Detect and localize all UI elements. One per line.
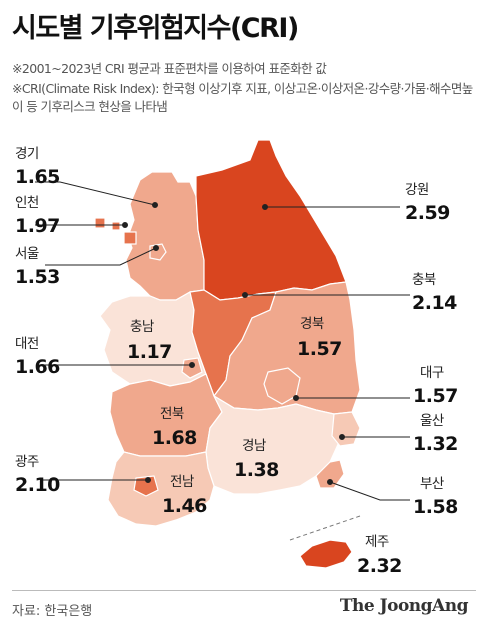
- label-daegu-name: 대구: [420, 365, 444, 381]
- label-daejeon-name: 대전: [15, 336, 39, 352]
- label-chungbuk: 충북 2.14: [412, 272, 458, 314]
- region-gwangju: [133, 475, 159, 497]
- label-gyeongbuk: 경북 1.57: [297, 316, 342, 360]
- footer-divider: [12, 590, 476, 591]
- label-daejeon: 대전 1.66: [15, 336, 61, 378]
- label-busan: 부산 1.58: [413, 476, 459, 518]
- label-gyeongnam: 경남 1.38: [234, 438, 280, 481]
- label-seoul-value: 1.53: [15, 266, 60, 288]
- label-gangwon-value: 2.59: [405, 202, 450, 224]
- label-gwangju-value: 2.10: [15, 474, 60, 496]
- page-title: 시도별 기후위험지수(CRI): [12, 13, 299, 44]
- leader-lines: [35, 181, 410, 501]
- label-gyeongnam-value: 1.38: [234, 459, 279, 481]
- label-gyeongbuk-name: 경북: [300, 316, 324, 332]
- label-daejeon-value: 1.66: [15, 356, 60, 378]
- jeju-separator: [289, 515, 361, 541]
- label-incheon-value: 1.97: [15, 215, 60, 237]
- label-gyeongbuk-value: 1.57: [297, 338, 342, 360]
- label-jeonbuk: 전북 1.68: [152, 406, 198, 449]
- label-chungbuk-value: 2.14: [412, 292, 457, 314]
- label-jeonnam: 전남 1.46: [162, 474, 208, 517]
- label-gwangju: 광주 2.10: [15, 454, 61, 496]
- label-gwangju-name: 광주: [15, 454, 39, 470]
- label-ulsan-name: 울산: [420, 413, 444, 429]
- label-ulsan-value: 1.32: [413, 433, 458, 455]
- label-jeju-name: 제주: [365, 534, 389, 550]
- region-incheon: [94, 217, 106, 229]
- region-jeonnam: [107, 451, 215, 527]
- region-gyeonggi: [125, 171, 205, 301]
- label-busan-value: 1.58: [413, 496, 458, 518]
- label-gyeonggi: 경기 1.65: [15, 146, 60, 188]
- note-standardization: ※2001~2023년 CRI 평균과 표준편차를 이용하여 표준화한 값: [12, 61, 327, 76]
- label-seoul-name: 서울: [15, 246, 39, 262]
- label-jeonbuk-name: 전북: [160, 406, 184, 422]
- label-daegu-value: 1.57: [413, 385, 458, 407]
- label-busan-name: 부산: [420, 476, 444, 492]
- label-jeonnam-value: 1.46: [162, 495, 207, 517]
- region-jeju: [299, 539, 353, 569]
- label-jeju: 제주 2.32: [357, 534, 402, 577]
- region-daegu: [263, 367, 301, 405]
- label-jeonbuk-value: 1.68: [152, 427, 197, 449]
- label-chungnam: 충남 1.17: [127, 319, 172, 363]
- label-gyeonggi-name: 경기: [15, 146, 39, 162]
- label-chungnam-value: 1.17: [127, 341, 172, 363]
- source-credit: 자료: 한국은행: [12, 604, 93, 619]
- label-incheon-name: 인천: [15, 195, 39, 211]
- note-cri-definition: ※CRI(Climate Risk Index): 한국형 이상기후 지표, 이…: [12, 81, 473, 114]
- label-chungnam-name: 충남: [130, 319, 154, 335]
- region-gangwon: [195, 139, 347, 301]
- label-seoul: 서울 1.53: [15, 246, 60, 288]
- publisher-logo: The JoongAng: [339, 596, 469, 616]
- region-ulsan: [331, 411, 361, 447]
- label-chungbuk-name: 충북: [412, 272, 436, 288]
- label-daegu: 대구 1.57: [413, 365, 458, 407]
- label-gangwon-name: 강원: [405, 182, 429, 198]
- label-ulsan: 울산 1.32: [413, 413, 458, 455]
- label-gyeongnam-name: 경남: [242, 438, 266, 454]
- label-jeju-value: 2.32: [357, 555, 402, 577]
- label-jeonnam-name: 전남: [170, 474, 194, 490]
- label-incheon: 인천 1.97: [15, 195, 60, 237]
- region-busan: [315, 459, 345, 489]
- label-gyeonggi-value: 1.65: [15, 166, 60, 188]
- label-gangwon: 강원 2.59: [405, 182, 450, 224]
